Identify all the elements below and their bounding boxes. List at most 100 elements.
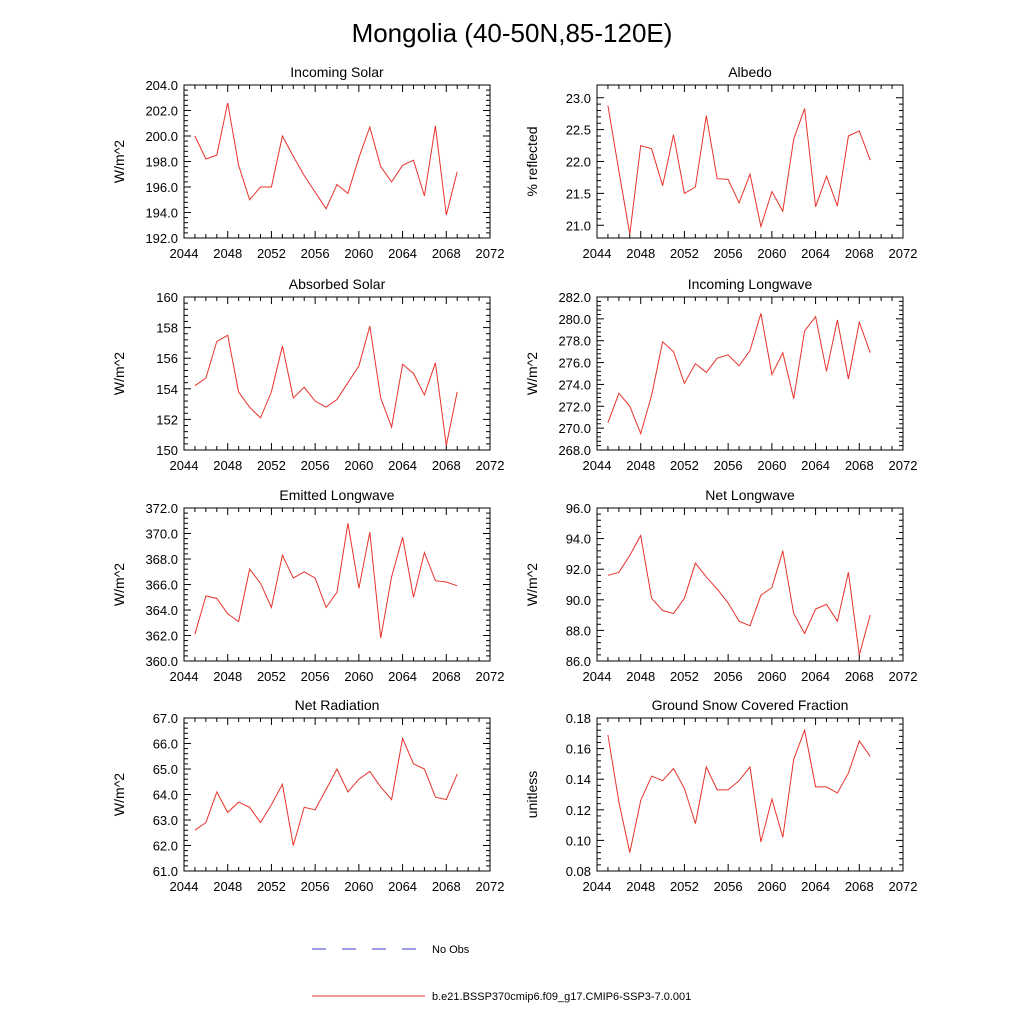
y-tick-label: 94.0 bbox=[566, 532, 591, 547]
chart-panel-0: Incoming Solar W/m^2 2044 2048 2052 2056 2060 2… bbox=[111, 64, 504, 261]
y-tick-label: 270.0 bbox=[558, 421, 591, 436]
y-axis-label: W/m^2 bbox=[111, 773, 127, 816]
x-tick-label: 2044 bbox=[170, 246, 199, 261]
y-tick-label: 370.0 bbox=[145, 527, 178, 542]
x-tick-label: 2048 bbox=[626, 246, 655, 261]
chart-panel-5: Net Longwave W/m^2 2044 2048 2052 2056 2060 206… bbox=[524, 487, 917, 684]
x-tick-label: 2064 bbox=[801, 879, 830, 894]
chart-panel-4: Emitted Longwave W/m^2 2044 2048 2052 2056 206… bbox=[111, 487, 504, 684]
y-axis-label: unitless bbox=[524, 771, 540, 818]
series-line bbox=[607, 313, 871, 436]
x-tick-label: 2048 bbox=[213, 879, 242, 894]
y-tick-label: 268.0 bbox=[558, 443, 591, 458]
y-tick-label: 86.0 bbox=[566, 654, 591, 669]
y-tick-label: 362.0 bbox=[145, 629, 178, 644]
x-tick-label: 2064 bbox=[801, 246, 830, 261]
y-tick-label: 0.12 bbox=[566, 803, 591, 818]
x-tick-label: 2064 bbox=[388, 879, 417, 894]
chart-title: Net Radiation bbox=[295, 697, 380, 713]
y-tick-label: 63.0 bbox=[153, 813, 178, 828]
series-line bbox=[194, 102, 458, 216]
x-tick-label: 2060 bbox=[757, 669, 786, 684]
y-axis-label: W/m^2 bbox=[111, 563, 127, 606]
x-tick-label: 2064 bbox=[388, 669, 417, 684]
y-tick-label: 276.0 bbox=[558, 356, 591, 371]
y-tick-label: 150 bbox=[156, 443, 178, 458]
x-tick-label: 2072 bbox=[889, 246, 918, 261]
y-tick-label: 0.10 bbox=[566, 833, 591, 848]
y-tick-label: 364.0 bbox=[145, 603, 178, 618]
chart-title: Albedo bbox=[728, 64, 772, 80]
x-tick-label: 2044 bbox=[583, 879, 612, 894]
y-tick-label: 22.5 bbox=[566, 123, 591, 138]
y-tick-label: 90.0 bbox=[566, 593, 591, 608]
x-tick-label: 2072 bbox=[476, 669, 505, 684]
y-axis-label: W/m^2 bbox=[111, 140, 127, 183]
legend-label-no-obs: No Obs bbox=[432, 944, 470, 956]
y-tick-label: 278.0 bbox=[558, 334, 591, 349]
x-tick-label: 2044 bbox=[583, 246, 612, 261]
x-tick-label: 2056 bbox=[714, 879, 743, 894]
x-tick-label: 2064 bbox=[388, 458, 417, 473]
x-tick-label: 2044 bbox=[170, 879, 199, 894]
chart-title: Incoming Solar bbox=[290, 64, 384, 80]
x-tick-label: 2056 bbox=[301, 879, 330, 894]
x-tick-label: 2060 bbox=[344, 458, 373, 473]
chart-panel-6: Net Radiation W/m^2 2044 2048 2052 2056 2060 20… bbox=[111, 697, 504, 894]
y-tick-label: 280.0 bbox=[558, 312, 591, 327]
y-tick-label: 368.0 bbox=[145, 552, 178, 567]
x-tick-label: 2048 bbox=[626, 669, 655, 684]
y-tick-label: 66.0 bbox=[153, 737, 178, 752]
x-tick-label: 2060 bbox=[344, 879, 373, 894]
chart-title: Net Longwave bbox=[705, 487, 795, 503]
panels: Incoming Solar W/m^2 2044 2048 2052 2056 2060 2… bbox=[111, 64, 917, 894]
x-tick-label: 2072 bbox=[889, 879, 918, 894]
x-tick-label: 2048 bbox=[213, 669, 242, 684]
x-tick-label: 2052 bbox=[670, 879, 699, 894]
series-line bbox=[194, 523, 458, 639]
y-tick-label: 366.0 bbox=[145, 578, 178, 593]
x-tick-label: 2052 bbox=[257, 458, 286, 473]
x-tick-label: 2052 bbox=[257, 246, 286, 261]
series-line bbox=[194, 325, 458, 446]
x-tick-label: 2072 bbox=[476, 458, 505, 473]
y-tick-label: 0.18 bbox=[566, 711, 591, 726]
y-tick-label: 21.0 bbox=[566, 218, 591, 233]
x-tick-label: 2072 bbox=[889, 669, 918, 684]
x-tick-label: 2056 bbox=[714, 669, 743, 684]
y-tick-label: 272.0 bbox=[558, 399, 591, 414]
y-tick-label: 0.16 bbox=[566, 742, 591, 757]
x-tick-label: 2056 bbox=[301, 246, 330, 261]
y-tick-label: 158 bbox=[156, 321, 178, 336]
y-axis-label: W/m^2 bbox=[524, 352, 540, 395]
x-tick-label: 2048 bbox=[213, 458, 242, 473]
x-tick-label: 2068 bbox=[432, 246, 461, 261]
y-tick-label: 154 bbox=[156, 382, 178, 397]
y-tick-label: 96.0 bbox=[566, 501, 591, 516]
y-tick-label: 64.0 bbox=[153, 788, 178, 803]
y-tick-label: 23.0 bbox=[566, 91, 591, 106]
x-tick-label: 2068 bbox=[432, 669, 461, 684]
plot-frame bbox=[596, 84, 904, 239]
x-tick-label: 2052 bbox=[670, 669, 699, 684]
legend-label-model: b.e21.BSSP370cmip6.f09_g17.CMIP6-SSP3-7.… bbox=[432, 991, 691, 1003]
x-tick-label: 2068 bbox=[845, 669, 874, 684]
y-tick-label: 65.0 bbox=[153, 762, 178, 777]
x-tick-label: 2068 bbox=[432, 458, 461, 473]
x-tick-label: 2048 bbox=[213, 246, 242, 261]
y-tick-label: 360.0 bbox=[145, 654, 178, 669]
x-tick-label: 2064 bbox=[801, 669, 830, 684]
page-title: Mongolia (40-50N,85-120E) bbox=[352, 18, 673, 48]
chart-panel-2: Absorbed Solar W/m^2 2044 2048 2052 2056 2060 2… bbox=[111, 276, 504, 473]
series-line bbox=[607, 105, 871, 235]
series-line bbox=[194, 736, 458, 846]
x-tick-label: 2060 bbox=[757, 458, 786, 473]
y-tick-label: 198.0 bbox=[145, 155, 178, 170]
x-tick-label: 2052 bbox=[670, 246, 699, 261]
x-tick-label: 2060 bbox=[757, 246, 786, 261]
chart-panel-3: Incoming Longwave W/m^2 2044 2048 2052 2056 20… bbox=[524, 276, 917, 473]
x-tick-label: 2052 bbox=[670, 458, 699, 473]
x-tick-label: 2068 bbox=[432, 879, 461, 894]
y-tick-label: 152 bbox=[156, 412, 178, 427]
